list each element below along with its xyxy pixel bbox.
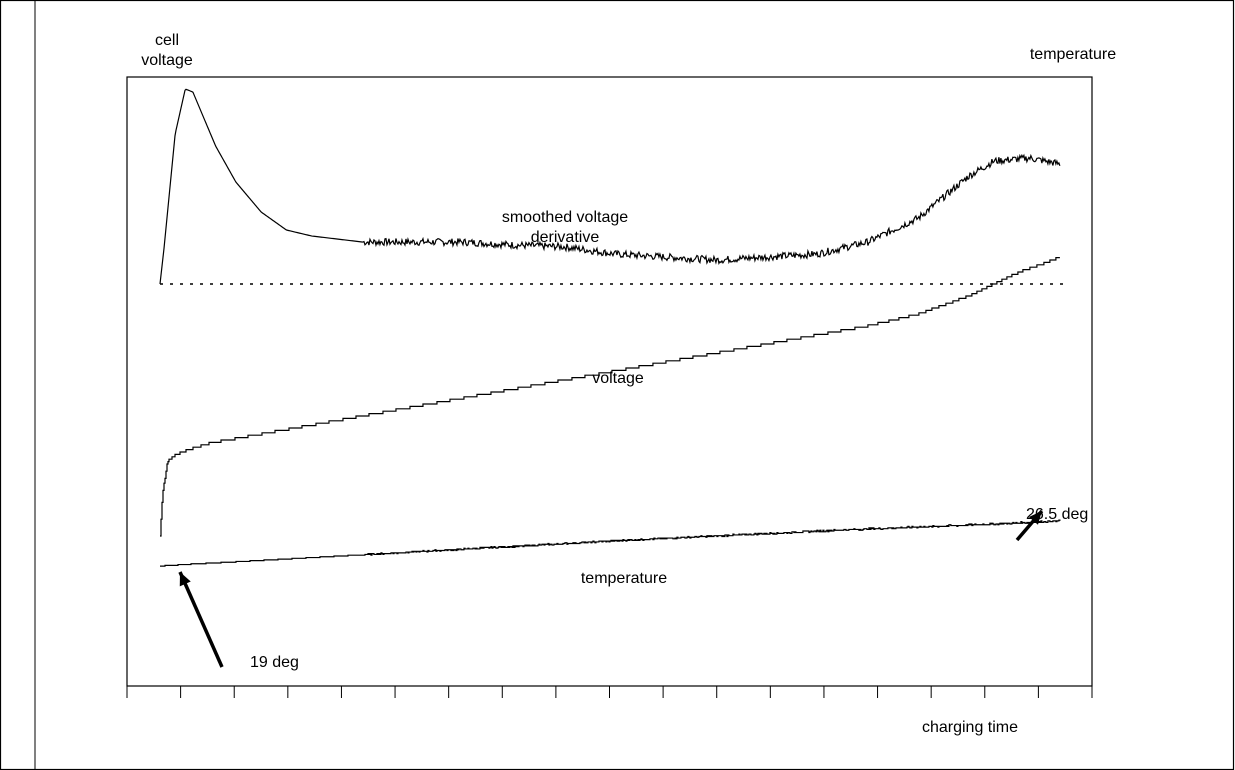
- series-voltage: [160, 257, 1060, 537]
- annotation-26-5-deg: 26.5 deg: [1026, 506, 1088, 523]
- y-axis-label-right: temperature: [1030, 46, 1116, 63]
- annotation-19-deg: 19 deg: [250, 654, 299, 671]
- series-temperature: [160, 519, 1061, 567]
- y-axis-label-left: voltage: [141, 52, 193, 69]
- series-label-temperature: temperature: [581, 570, 667, 587]
- arrow-19-deg: [178, 571, 224, 668]
- series-smoothed-voltage-derivative: [159, 88, 1061, 285]
- annotation-arrows: [178, 509, 1044, 668]
- y-axis-label-left: cell: [155, 32, 179, 49]
- x-axis-ticks: [126, 686, 1093, 698]
- x-axis-label: charging time: [922, 719, 1018, 736]
- series-label-voltage: voltage: [592, 370, 644, 387]
- chart-curves: [159, 88, 1061, 567]
- series-label-smoothed-voltage-derivative: smoothed voltage: [502, 209, 628, 226]
- series-label-smoothed-voltage-derivative: derivative: [531, 229, 600, 246]
- arrow-26-5-deg: [1015, 509, 1044, 542]
- chart-labels: cell voltage temperature charging time smoot…: [141, 32, 1116, 736]
